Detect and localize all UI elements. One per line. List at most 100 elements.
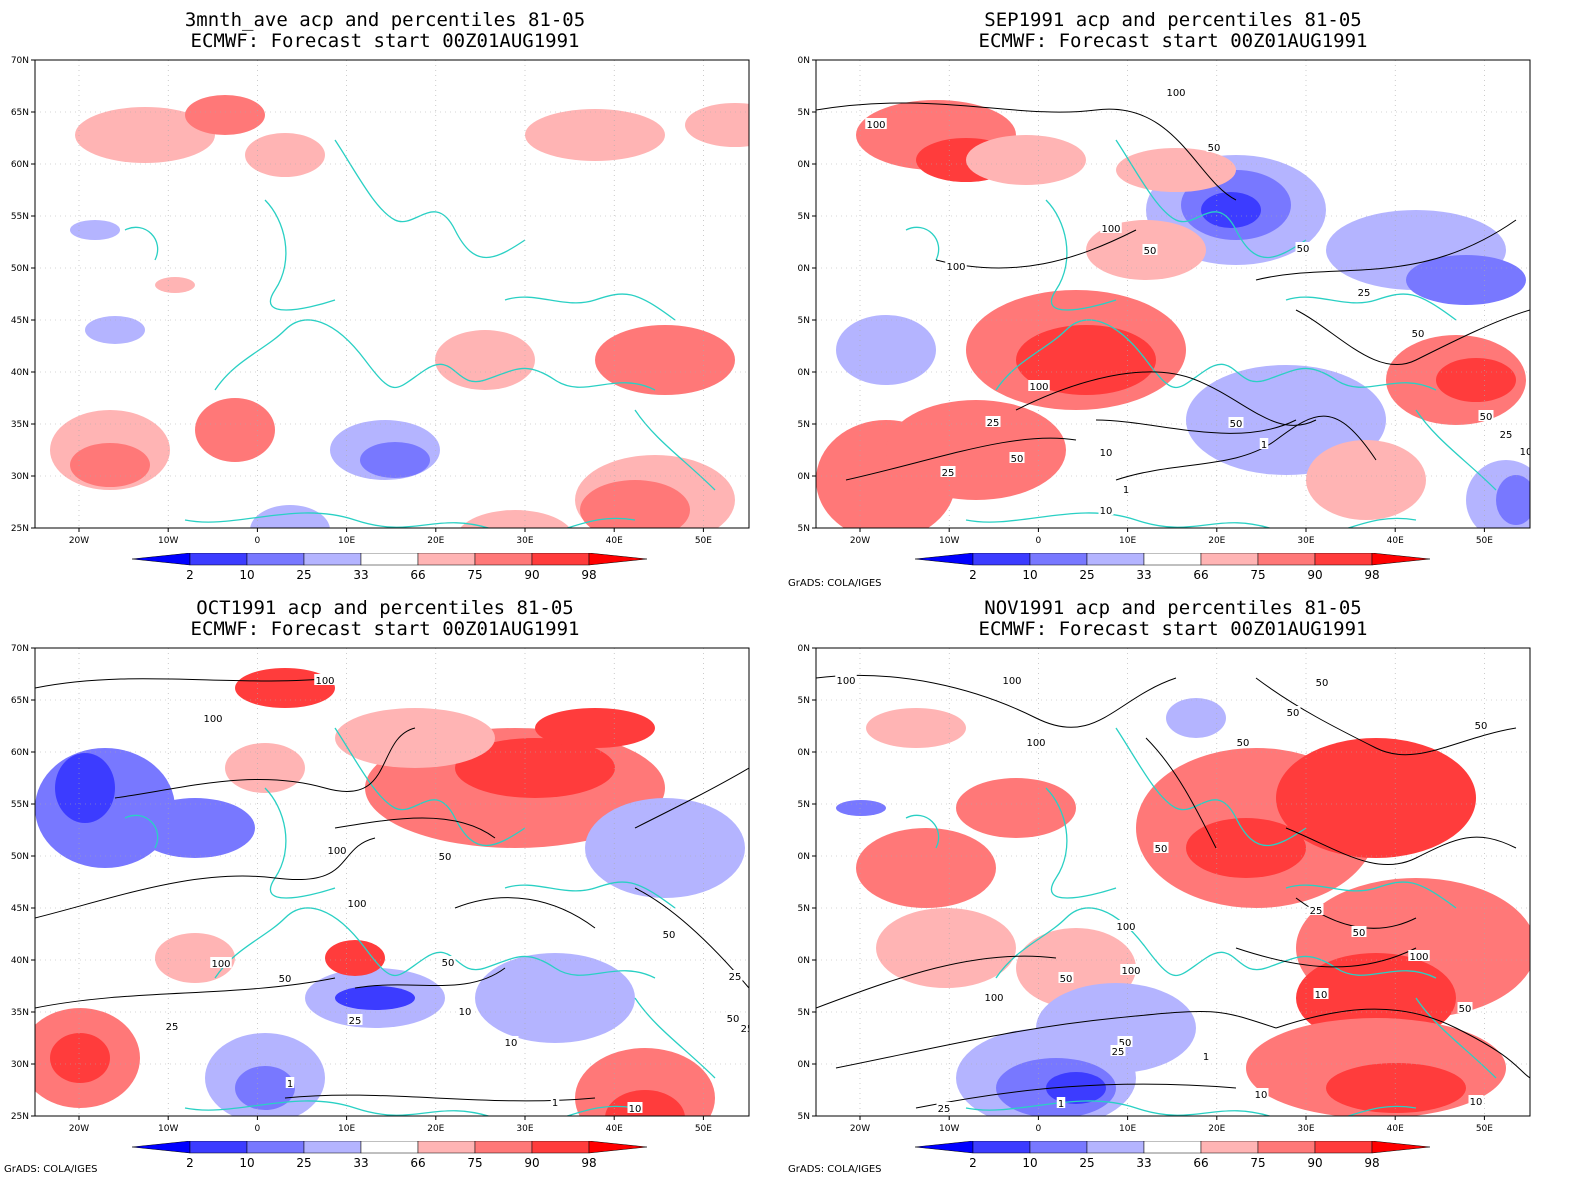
lat-tick-label: 45N xyxy=(798,316,810,326)
contour-label: 50 xyxy=(1206,141,1222,154)
contour-line xyxy=(835,1010,1277,1069)
contour-label: 50 xyxy=(1117,1036,1133,1049)
colorbar-segment xyxy=(531,1141,590,1154)
svg-text:10: 10 xyxy=(1470,1097,1483,1108)
svg-text:50: 50 xyxy=(1208,143,1221,154)
svg-text:100: 100 xyxy=(347,899,366,910)
contour-line xyxy=(845,437,1077,481)
lat-tick-label: 25N xyxy=(798,1112,810,1122)
percentile-region xyxy=(185,95,265,135)
lat-tick-label: 60N xyxy=(11,160,29,170)
percentile-region xyxy=(155,277,195,293)
colorbar-label: 10 xyxy=(1022,1156,1037,1170)
contour-label: 100 xyxy=(1165,86,1187,99)
map-panel-3month: 3mnth_ave acp and percentiles 81-05 ECMW… xyxy=(0,0,798,598)
contour-label: 100 xyxy=(314,674,336,687)
colorbar-label: 25 xyxy=(1079,568,1094,582)
grads-credit: GrADS: COLA/IGES xyxy=(4,1164,98,1175)
svg-text:50: 50 xyxy=(1475,721,1488,732)
colorbar-segment xyxy=(417,1141,476,1154)
colorbar-arrow xyxy=(915,1141,974,1154)
colorbar-segment xyxy=(246,1141,305,1154)
colorbar-label: 33 xyxy=(1136,568,1151,582)
percentile-region xyxy=(235,1066,295,1110)
panel-title-line2: ECMWF: Forecast start 00Z01AUG1991 xyxy=(978,618,1368,640)
contour-label: 50 xyxy=(1478,410,1494,423)
contour-line xyxy=(1295,309,1530,366)
percentile-region xyxy=(856,828,996,908)
lon-tick-label: 20E xyxy=(1208,536,1225,546)
contour-label: 100 xyxy=(1115,920,1137,933)
percentile-region xyxy=(85,316,145,344)
lon-tick-label: 40E xyxy=(606,536,623,546)
svg-text:50: 50 xyxy=(1119,1038,1132,1049)
percentile-region xyxy=(886,400,1066,500)
map-plot: 70N 65N 60N 55N 50N 45N 40N 35N 30N 25N 20W 10W 0 10E… xyxy=(11,56,750,546)
lat-tick-label: 55N xyxy=(798,212,810,222)
svg-text:100: 100 xyxy=(946,262,965,273)
contour-line xyxy=(1095,419,1297,434)
lon-tick-label: 20W xyxy=(850,1124,870,1134)
lon-tick-label: 20W xyxy=(69,1124,89,1134)
lat-tick-label: 35N xyxy=(798,420,810,430)
percentile-region xyxy=(575,1048,715,1116)
percentile-region xyxy=(455,738,615,798)
colorbar-label: 98 xyxy=(1364,568,1379,582)
grads-credit: GrADS: COLA/IGES xyxy=(788,578,882,589)
contour-line xyxy=(35,977,336,1009)
contour-label: 50 xyxy=(1009,452,1025,465)
colorbar-label: 33 xyxy=(353,1156,368,1170)
contour-line xyxy=(816,955,1057,1009)
lon-tick-label: 10W xyxy=(939,536,959,546)
contour-label: 50 xyxy=(437,850,453,863)
svg-text:50: 50 xyxy=(442,958,455,969)
colorbar-label: 2 xyxy=(186,568,194,582)
contour-line xyxy=(1285,827,1517,866)
svg-text:50: 50 xyxy=(1230,419,1243,430)
coastline xyxy=(1415,409,1497,491)
contour-label: 10 xyxy=(1518,445,1530,458)
colorbar-segment xyxy=(1314,553,1373,566)
contour-label: 50 xyxy=(277,972,293,985)
svg-text:50: 50 xyxy=(1060,974,1073,985)
lat-tick-label: 50N xyxy=(11,264,29,274)
contour-label: 50 xyxy=(1285,706,1301,719)
percentile-region xyxy=(1046,1072,1106,1104)
contour-label: 25 xyxy=(1308,904,1324,917)
colorbar-arrow xyxy=(588,553,648,566)
svg-text:100: 100 xyxy=(327,846,346,857)
colorbar-label: 2 xyxy=(186,1156,194,1170)
lat-tick-label: 30N xyxy=(11,472,29,482)
colorbar-label: 98 xyxy=(1364,1156,1379,1170)
contour-line xyxy=(1235,947,1417,968)
colorbar-segment xyxy=(1143,553,1202,566)
colorbar-segment xyxy=(1200,553,1259,566)
colorbar-segment xyxy=(531,553,590,566)
coastline xyxy=(334,139,526,258)
svg-text:25: 25 xyxy=(1112,1047,1125,1058)
contour-label: 25 xyxy=(739,1022,749,1035)
colorbar-segment xyxy=(360,1141,419,1154)
coastline xyxy=(965,1100,1417,1116)
percentile-region xyxy=(1496,475,1530,525)
svg-text:100: 100 xyxy=(984,993,1003,1004)
lat-tick-label: 40N xyxy=(798,956,810,966)
percentile-region xyxy=(525,109,665,161)
svg-text:10: 10 xyxy=(1100,448,1113,459)
svg-text:25: 25 xyxy=(166,1022,179,1033)
colorbar-label: 75 xyxy=(1250,1156,1265,1170)
svg-text:100: 100 xyxy=(203,714,222,725)
contour-label: 50 xyxy=(1142,244,1158,257)
percentile-region xyxy=(1201,192,1261,228)
percentile-region xyxy=(245,133,325,177)
colorbar-segment xyxy=(972,553,1031,566)
panel-title-line2: ECMWF: Forecast start 00Z01AUG1991 xyxy=(190,30,580,52)
percentile-region xyxy=(475,953,635,1043)
svg-text:50: 50 xyxy=(1155,844,1168,855)
lon-tick-label: 20W xyxy=(69,536,89,546)
lon-tick-label: 50E xyxy=(695,1124,712,1134)
lat-tick-label: 50N xyxy=(798,852,810,862)
svg-text:50: 50 xyxy=(1287,708,1300,719)
coastline xyxy=(1285,293,1457,321)
lat-tick-label: 70N xyxy=(11,56,29,66)
